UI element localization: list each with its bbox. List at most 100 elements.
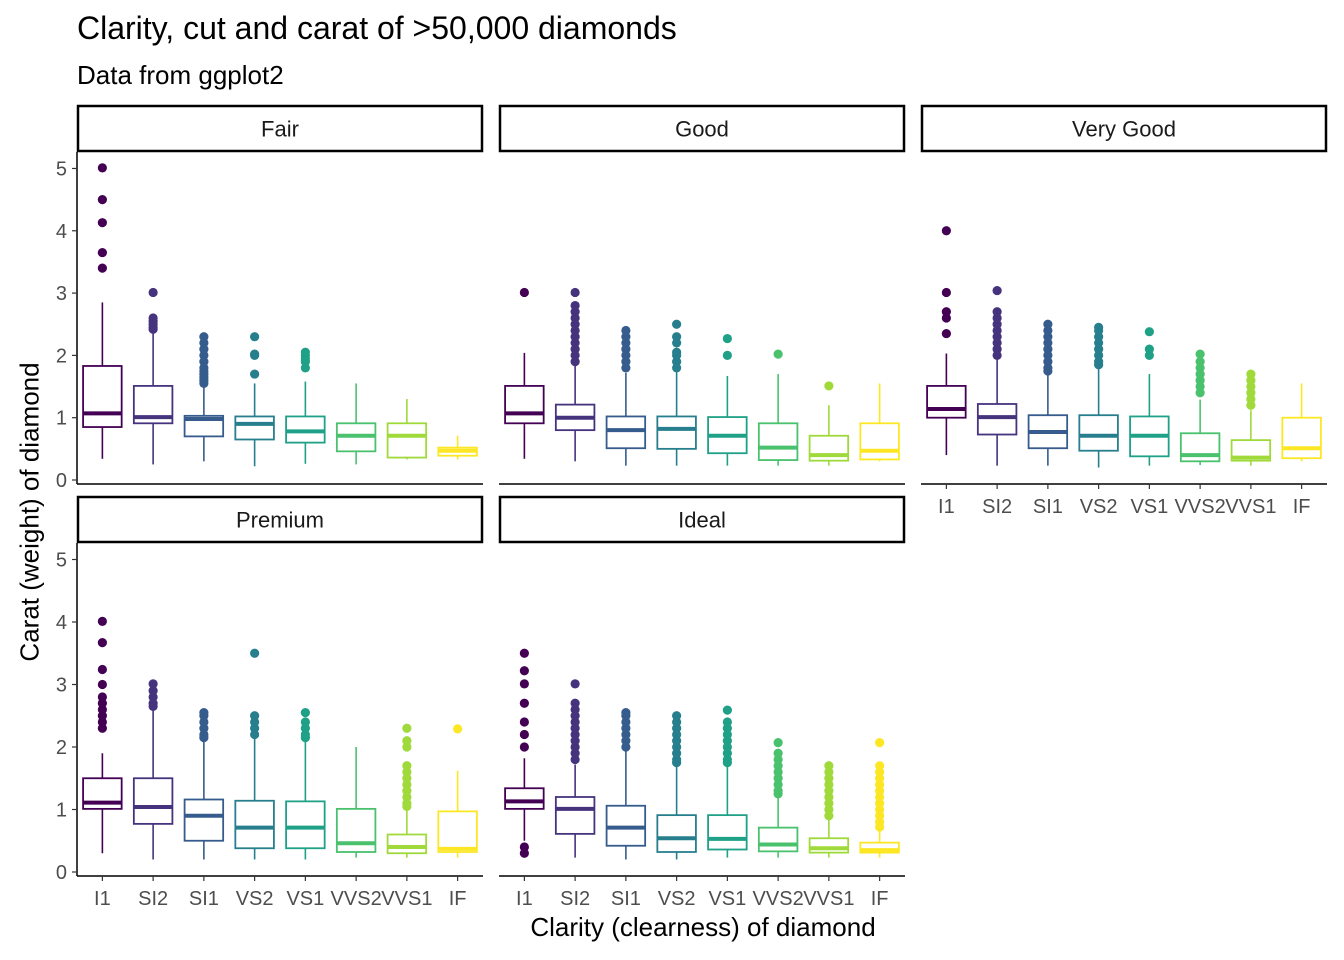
x-tick-label: IF <box>871 888 889 910</box>
x-tick-label: I1 <box>94 888 111 910</box>
outlier-point <box>97 218 107 228</box>
outlier-point <box>300 708 310 718</box>
x-tick-label: VS1 <box>708 888 746 910</box>
box-IF <box>859 422 900 461</box>
outlier-point <box>722 705 732 715</box>
outlier-point <box>672 319 682 329</box>
x-tick-label: SI1 <box>1033 496 1063 518</box>
y-tick-label: 4 <box>56 221 67 243</box>
facet-label: Fair <box>261 117 299 142</box>
x-tick-label: IF <box>1293 496 1311 518</box>
outlier-point <box>824 381 834 391</box>
outlier-point <box>722 717 732 727</box>
outlier-point <box>773 738 783 748</box>
outlier-point <box>519 842 529 852</box>
outlier-point <box>402 723 412 733</box>
outlier-point <box>941 328 951 339</box>
outlier-point <box>97 638 107 648</box>
outlier-point <box>941 307 951 317</box>
box-I1 <box>926 385 967 419</box>
facet-strip <box>498 495 906 544</box>
outlier-point <box>570 287 580 298</box>
facet-label: Very Good <box>1072 117 1176 142</box>
outlier-point <box>672 347 682 357</box>
outlier-point <box>1094 322 1104 332</box>
outlier-point <box>300 347 310 357</box>
outlier-point <box>199 708 209 718</box>
outlier-point <box>148 287 158 298</box>
outlier-point <box>97 692 107 702</box>
y-tick-label: 2 <box>56 345 67 367</box>
box-VS2 <box>234 799 275 850</box>
box-SI1 <box>605 415 647 450</box>
outlier-point <box>402 761 412 771</box>
x-tick-label: SI2 <box>560 888 590 910</box>
box-IF <box>1281 416 1322 460</box>
outlier-point <box>621 325 631 336</box>
outlier-point <box>519 742 529 752</box>
facet-strip <box>76 495 484 544</box>
outlier-point <box>875 738 885 748</box>
outlier-point <box>1246 369 1256 379</box>
box-VVS2 <box>1179 432 1221 463</box>
box-SI1 <box>183 414 225 438</box>
chart-title: Clarity, cut and carat of >50,000 diamon… <box>77 10 677 46</box>
outlier-point <box>722 350 732 360</box>
y-tick-label: 0 <box>56 862 67 884</box>
box-VVS1 <box>386 422 428 459</box>
x-tick-label: VVS2 <box>753 888 804 910</box>
outlier-point <box>773 748 783 758</box>
box-VS1 <box>285 800 326 850</box>
outlier-point <box>519 679 529 689</box>
facet-label: Good <box>675 117 729 142</box>
y-tick-label: 3 <box>56 283 67 305</box>
box-VVS2 <box>757 826 799 853</box>
outlier-point <box>199 332 209 342</box>
y-tick-label: 4 <box>56 612 67 634</box>
outlier-point <box>1144 327 1154 337</box>
outlier-point <box>250 332 260 342</box>
box-VS2 <box>234 415 275 441</box>
outlier-point <box>672 332 682 342</box>
x-tick-label: VS1 <box>286 888 324 910</box>
outlier-point <box>519 729 529 740</box>
outlier-point <box>773 349 783 359</box>
outlier-point <box>519 717 529 727</box>
box-VVS2 <box>335 807 377 853</box>
box-SI1 <box>183 798 225 842</box>
outlier-point <box>402 736 412 746</box>
outlier-point <box>1195 349 1205 359</box>
outlier-point <box>1043 319 1053 329</box>
box-VS2 <box>656 415 697 450</box>
outlier-point <box>941 226 951 236</box>
box-I1 <box>504 787 545 810</box>
box-VVS1 <box>808 837 850 854</box>
y-tick-label: 0 <box>56 470 67 492</box>
outlier-point <box>1195 357 1205 367</box>
x-tick-label: VS1 <box>1130 496 1168 518</box>
outlier-point <box>519 666 529 676</box>
x-tick-label: VS2 <box>1080 496 1118 518</box>
x-tick-label: VVS2 <box>1175 496 1226 518</box>
outlier-point <box>148 679 158 689</box>
box-VVS1 <box>1230 439 1272 462</box>
outlier-point <box>250 648 260 658</box>
facet-strip <box>920 104 1328 153</box>
facet-strip <box>498 104 906 153</box>
outlier-point <box>519 698 529 708</box>
box-VS2 <box>1078 414 1119 452</box>
x-tick-label: VVS1 <box>381 888 432 910</box>
outlier-point <box>1144 344 1154 354</box>
outlier-point <box>250 349 260 359</box>
x-tick-label: SI1 <box>189 888 219 910</box>
outlier-point <box>570 679 580 689</box>
box-SI2 <box>976 403 1018 436</box>
outlier-point <box>300 717 310 727</box>
y-tick-label: 5 <box>56 158 67 180</box>
y-tick-label: 1 <box>56 408 67 430</box>
outlier-point <box>250 711 260 721</box>
outlier-point <box>97 664 107 675</box>
box-IF <box>859 841 900 854</box>
x-tick-label: VS2 <box>658 888 696 910</box>
y-tick-label: 5 <box>56 550 67 572</box>
